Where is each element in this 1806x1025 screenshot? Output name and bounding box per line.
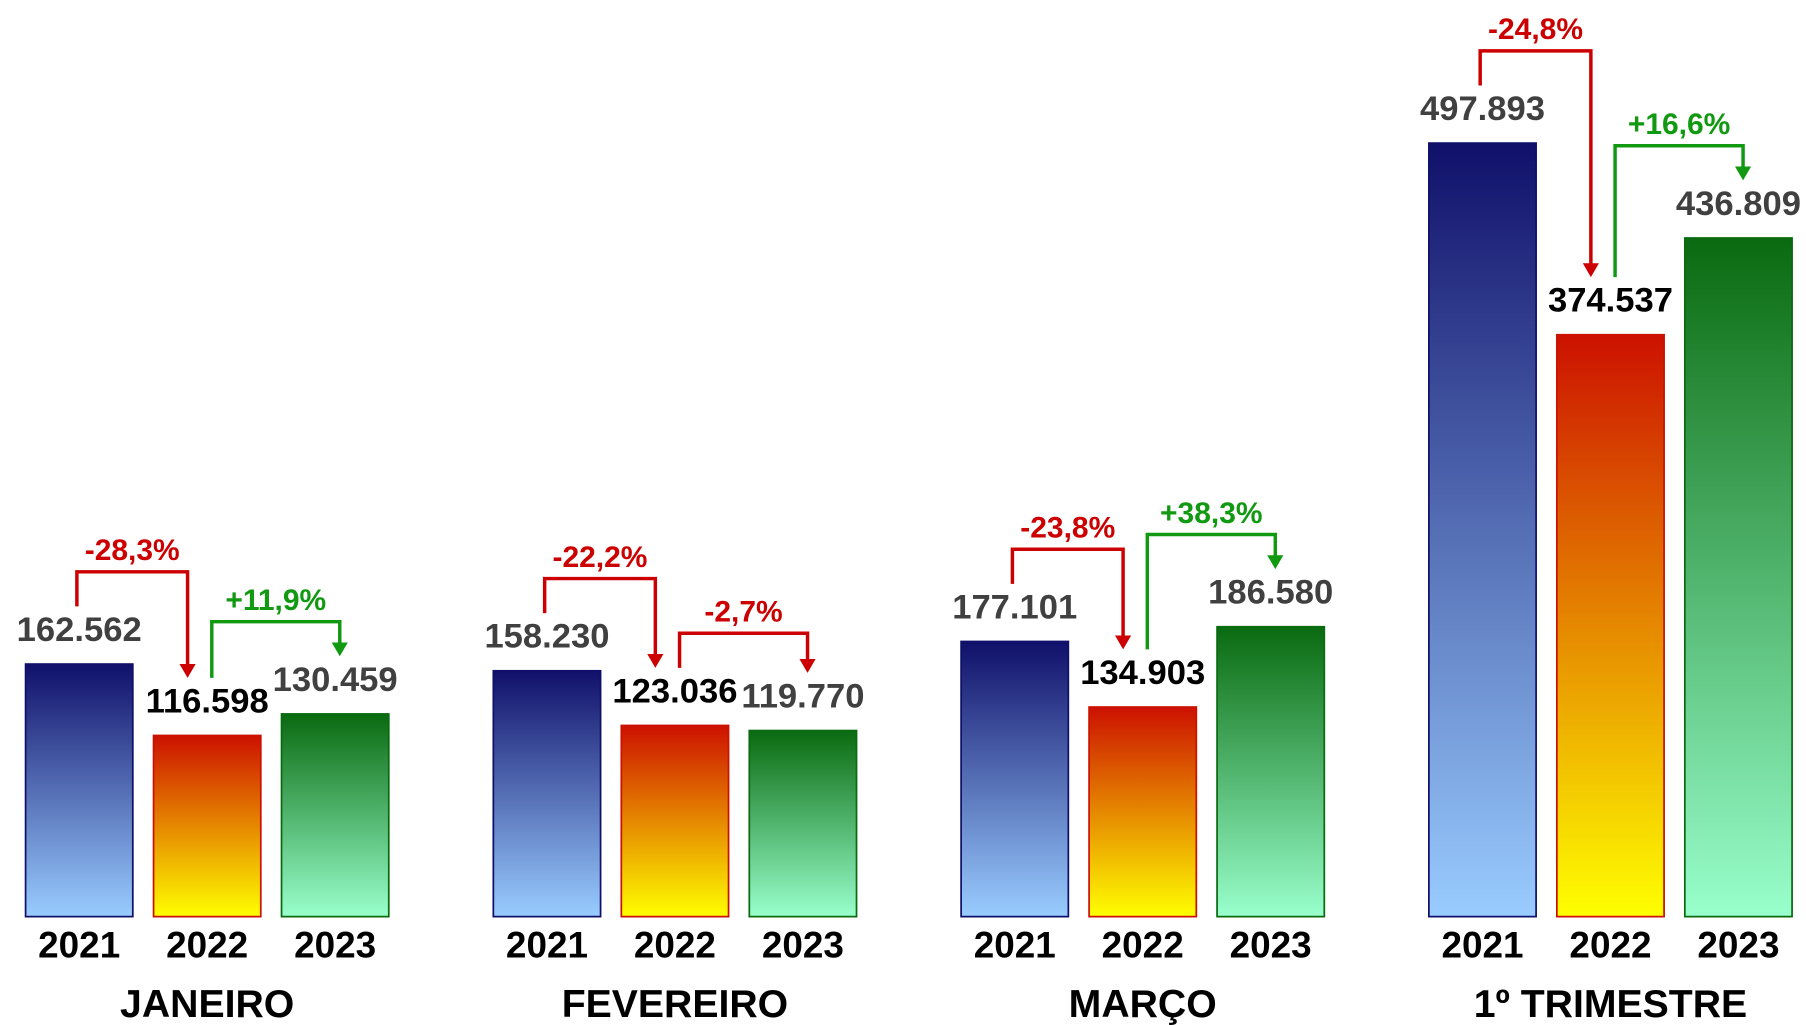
bar [960,640,1070,918]
change-label: -2,7% [704,596,782,629]
change-arrow [1478,49,1593,266]
change-label: -23,8% [1020,512,1115,545]
x-tick-label: 2023 [1230,925,1312,966]
arrow-head [1267,555,1284,570]
x-tick-label: 2022 [166,925,248,966]
bar [492,669,602,918]
value-label: 116.598 [146,682,269,720]
x-tick-label: 2022 [1569,925,1651,966]
arrow-head [647,653,664,668]
x-tick-label: 2022 [634,925,716,966]
x-tick-label: 2021 [38,925,120,966]
bar [280,713,390,918]
category-label: JANEIRO [120,983,294,1025]
arrow-head [1115,635,1132,650]
bar [748,729,858,918]
change-arrow [542,576,658,657]
category-label: MARÇO [1069,983,1217,1025]
bar [1216,625,1326,918]
arrow-head [179,663,196,678]
change-arrow [1145,532,1278,650]
change-arrow [210,619,342,678]
change-label: +16,6% [1628,108,1730,141]
change-arrow [1010,547,1125,638]
value-label: 436.809 [1676,185,1801,223]
value-label: 158.230 [484,618,609,656]
arrow-head [799,659,816,673]
change-label: +38,3% [1160,497,1262,530]
arrow-head [1734,166,1752,181]
x-tick-label: 2021 [974,925,1056,966]
category-label: FEVEREIRO [562,983,788,1025]
change-arrow [75,570,190,667]
arrow-head [1582,263,1599,278]
change-label: -24,8% [1488,13,1583,46]
bar [152,734,262,918]
change-label: +11,9% [225,584,326,617]
value-label: 123.036 [612,672,737,710]
change-arrow [677,631,810,668]
change-arrow [1613,144,1745,278]
x-tick-label: 2022 [1102,925,1184,966]
value-label: 497.893 [1420,90,1545,128]
bar [1683,237,1793,918]
x-tick-label: 2023 [294,925,376,966]
change-label: -22,2% [553,541,648,574]
category-label: 1º TRIMESTRE [1474,983,1747,1025]
change-label: -28,3% [85,534,180,567]
value-label: 374.537 [1548,282,1673,320]
bar [620,724,730,918]
x-tick-label: 2021 [506,925,588,966]
x-tick-label: 2021 [1441,925,1523,966]
bar [1555,333,1665,918]
value-label: 162.562 [17,611,142,649]
arrow-head [331,642,348,657]
x-tick-label: 2023 [1697,925,1779,966]
value-label: 134.903 [1080,654,1205,692]
value-label: 177.101 [952,588,1077,626]
value-label: 119.770 [741,677,864,715]
bar [1428,142,1537,918]
value-label: 130.459 [273,661,398,699]
value-label: 186.580 [1208,574,1333,612]
bar [24,663,134,918]
bar [1088,706,1198,918]
x-tick-label: 2023 [762,925,844,966]
